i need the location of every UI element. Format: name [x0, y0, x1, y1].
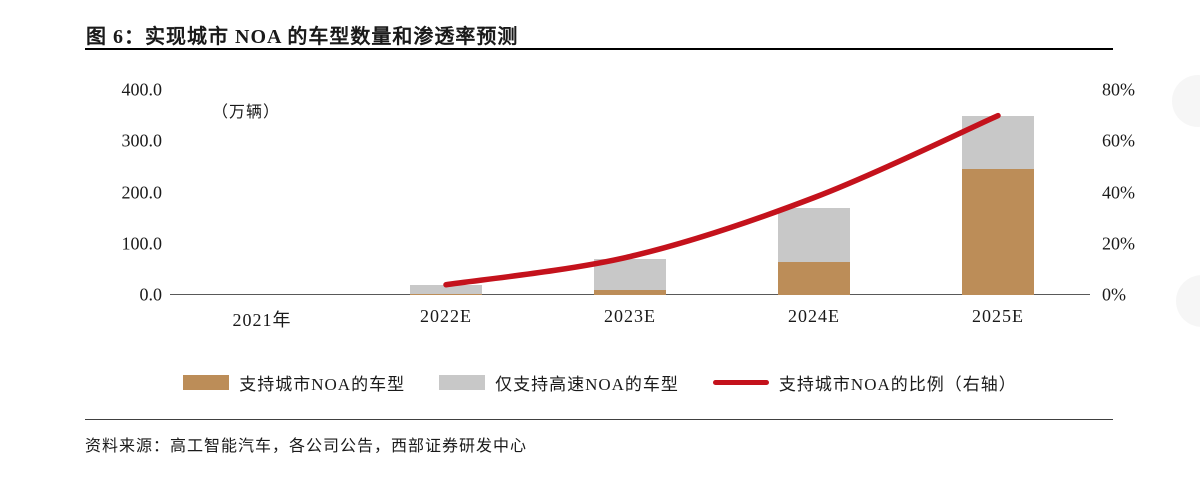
legend-label-penetration: 支持城市NOA的比例（右轴） — [778, 375, 1017, 394]
bar-segment-city-noa — [410, 293, 482, 295]
left-value-axis: 400.0 300.0 200.0 100.0 0.0 — [70, 80, 163, 305]
legend-label-city-noa: 支持城市NOA的车型 — [239, 375, 406, 394]
highway-noa-swatch — [439, 375, 486, 390]
category-axis: 2021年 2022E 2023E 2024E 2025E — [170, 306, 1090, 332]
plot-area: （万辆） — [170, 90, 1090, 295]
penetration-rate-line — [443, 112, 1001, 288]
left-axis-tick: 0.0 — [139, 284, 163, 305]
legend-item-highway-noa: 仅支持高速NOA的车型 — [439, 370, 679, 395]
category-label: 2022E — [420, 306, 472, 326]
left-axis-tick: 100.0 — [121, 233, 163, 254]
bottom-divider — [85, 419, 1113, 420]
bar-segment-city-noa — [778, 261, 850, 295]
right-axis-tick: 0% — [1102, 284, 1126, 305]
legend-item-penetration-line: 支持城市NOA的比例（右轴） — [712, 370, 1017, 395]
right-axis-tick: 20% — [1102, 233, 1135, 254]
category-label: 2023E — [604, 306, 656, 326]
penetration-line-swatch — [712, 380, 769, 385]
right-percent-axis: 80% 60% 40% 20% 0% — [1102, 80, 1172, 305]
chart-title: 图 6：实现城市 NOA 的车型数量和渗透率预测 — [86, 26, 519, 48]
right-axis-tick: 80% — [1102, 79, 1135, 100]
source-note: 资料来源：高工智能汽车，各公司公告，西部证券研发中心 — [85, 438, 528, 455]
bar-segment-city-noa — [594, 289, 666, 295]
chart-legend: 支持城市NOA的车型 仅支持高速NOA的车型 支持城市NOA的比例（右轴） — [0, 370, 1200, 395]
city-noa-swatch — [183, 375, 230, 390]
bar-segment-city-noa — [962, 169, 1034, 295]
legend-item-city-noa: 支持城市NOA的车型 — [183, 370, 405, 395]
watermark-circle — [1172, 75, 1200, 127]
left-axis-tick: 200.0 — [121, 182, 163, 202]
bar-segment-highway-noa — [410, 284, 482, 294]
right-axis-tick: 40% — [1102, 182, 1135, 202]
title-divider — [85, 48, 1113, 50]
left-axis-tick: 300.0 — [121, 130, 163, 151]
unit-label: （万辆） — [212, 104, 281, 121]
category-label: 2025E — [972, 306, 1024, 326]
bar-segment-highway-noa — [778, 207, 850, 262]
legend-label-highway-noa: 仅支持高速NOA的车型 — [495, 375, 679, 394]
category-label: 2021年 — [232, 310, 292, 330]
watermark-circle — [1176, 275, 1200, 327]
category-label: 2024E — [788, 306, 840, 326]
right-axis-tick: 60% — [1102, 130, 1135, 151]
left-axis-tick: 400.0 — [121, 79, 163, 100]
